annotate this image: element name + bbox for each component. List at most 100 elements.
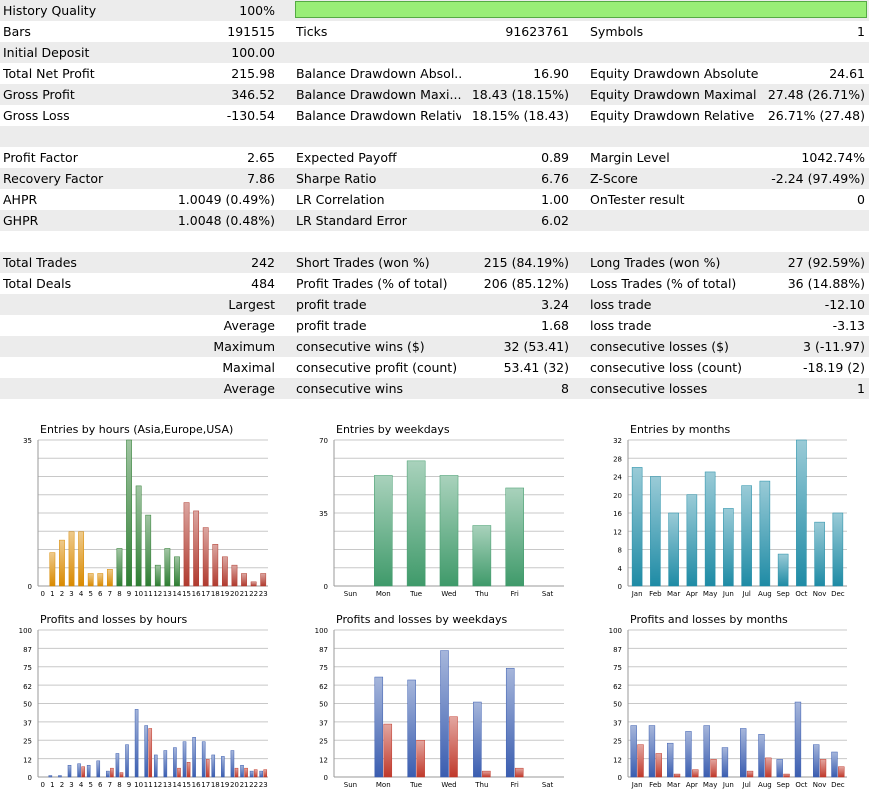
x-tick-label: Oct — [795, 590, 807, 598]
y-tick-label: 62 — [23, 683, 32, 691]
stat-label: consecutive wins — [296, 381, 404, 396]
x-tick-label: Tue — [409, 781, 422, 789]
stat-label: Expected Payoff — [296, 150, 397, 165]
y-tick-label: 62 — [613, 683, 622, 691]
loss-bar — [253, 769, 258, 778]
entries-bar — [631, 467, 643, 587]
x-tick-label: Aug — [758, 590, 772, 598]
profit-bar — [201, 741, 206, 778]
x-tick-label: 23 — [259, 781, 268, 789]
entries-bar — [231, 564, 238, 587]
y-tick-label: 20 — [613, 492, 622, 500]
x-tick-label: 15 — [182, 590, 191, 598]
loss-bar — [205, 759, 210, 778]
entries-bar — [241, 573, 247, 587]
stat-label: Equity Drawdown Maximal — [590, 87, 757, 102]
x-tick-label: 19 — [220, 590, 229, 598]
profit-bar — [813, 744, 820, 778]
profit-bar — [259, 770, 263, 778]
entries-bar — [164, 548, 171, 587]
loss-bar — [692, 769, 699, 778]
x-tick-label: 10 — [134, 781, 143, 789]
pl-by-weekdays-chart: Profits and losses by weekdays 0 12 25 37 50 6… — [315, 613, 564, 789]
stat-value: 100.00 — [231, 45, 275, 60]
y-tick-label: 87 — [613, 646, 622, 654]
stat-label — [3, 378, 153, 399]
x-tick-label: Mon — [376, 590, 391, 598]
x-tick-label: 2 — [60, 781, 64, 789]
stat-label: LR Correlation — [296, 192, 385, 207]
y-tick-label: 32 — [613, 437, 622, 445]
stat-label: Total Net Profit — [3, 66, 95, 81]
stat-value: 24.61 — [829, 66, 865, 81]
y-tick-label: 0 — [28, 583, 32, 591]
chart-title: Profits and losses by months — [630, 613, 788, 626]
entries-bar — [472, 525, 492, 587]
profit-bar — [144, 725, 148, 778]
entries-bar — [212, 544, 219, 587]
x-tick-label: Mar — [667, 590, 680, 598]
stat-label: Recovery Factor — [3, 171, 104, 186]
stat-label — [3, 336, 153, 357]
x-tick-label: 6 — [98, 781, 103, 789]
loss-bar — [819, 759, 827, 778]
entries-bar — [193, 510, 200, 587]
y-tick-label: 70 — [319, 437, 328, 445]
stat-value: 32 (53.41) — [503, 339, 569, 354]
report-row: Profit Factor 2.65 Expected Payoff 0.89 Marg… — [0, 147, 869, 168]
profit-bar — [96, 760, 101, 778]
x-tick-label: Aug — [758, 781, 772, 789]
x-tick-label: 7 — [108, 781, 112, 789]
report-row: Bars 191515 Ticks 91623761 Symbols 1 — [0, 21, 869, 42]
report-row — [0, 231, 869, 252]
stat-label: Equity Drawdown Relative — [590, 108, 755, 123]
stat-value: Largest — [228, 297, 275, 312]
profit-bar — [134, 709, 139, 778]
loss-bar — [783, 773, 790, 778]
x-tick-label: 12 — [153, 781, 162, 789]
x-tick-label: 0 — [41, 590, 45, 598]
entries-bar — [668, 512, 679, 587]
y-tick-label: 37 — [613, 720, 622, 728]
stat-label: loss trade — [590, 318, 652, 333]
stat-label: Symbols — [590, 24, 644, 39]
y-tick-label: 75 — [23, 664, 32, 672]
stat-value: 1.0048 (0.48%) — [177, 213, 275, 228]
entries-bar — [68, 531, 75, 587]
stat-value: Average — [223, 318, 275, 333]
stat-value: 0.89 — [541, 150, 569, 165]
y-tick-label: 0 — [618, 583, 622, 591]
stat-value: 2.65 — [247, 150, 275, 165]
stat-value: 215 (84.19%) — [483, 255, 569, 270]
stat-label: AHPR — [3, 192, 38, 207]
x-tick-label: Mar — [667, 781, 680, 789]
x-tick-label: 10 — [134, 590, 143, 598]
x-tick-label: 18 — [211, 590, 220, 598]
x-tick-label: Dec — [831, 590, 845, 598]
y-tick-label: 4 — [618, 565, 623, 573]
x-tick-label: 7 — [108, 590, 112, 598]
entries-bar — [741, 485, 752, 587]
stat-label: Balance Drawdown Relative — [296, 108, 461, 123]
x-tick-label: May — [703, 590, 717, 598]
stat-value: -18.19 (2) — [803, 360, 865, 375]
y-tick-label: 0 — [618, 774, 622, 782]
stat-label: consecutive profit (count) — [296, 360, 458, 375]
report-row: History Quality 100% — [0, 0, 869, 21]
stat-label: consecutive wins ($) — [296, 339, 425, 354]
stat-label: Equity Drawdown Absolute — [590, 66, 759, 81]
stat-label: Gross Loss — [3, 108, 70, 123]
stat-value: -3.13 — [832, 318, 865, 333]
stat-value: 36 (14.88%) — [787, 276, 865, 291]
x-tick-label: Fri — [511, 781, 519, 789]
stat-label: History Quality — [3, 3, 97, 18]
x-tick-label: 8 — [117, 781, 121, 789]
stat-value: 6.02 — [541, 213, 569, 228]
x-tick-label: 14 — [172, 590, 181, 598]
x-tick-label: 16 — [192, 781, 201, 789]
x-tick-label: 8 — [117, 590, 121, 598]
stat-label — [3, 294, 153, 315]
profit-bar — [48, 775, 53, 778]
stat-value: 91623761 — [505, 24, 569, 39]
loss-bar — [449, 716, 458, 778]
